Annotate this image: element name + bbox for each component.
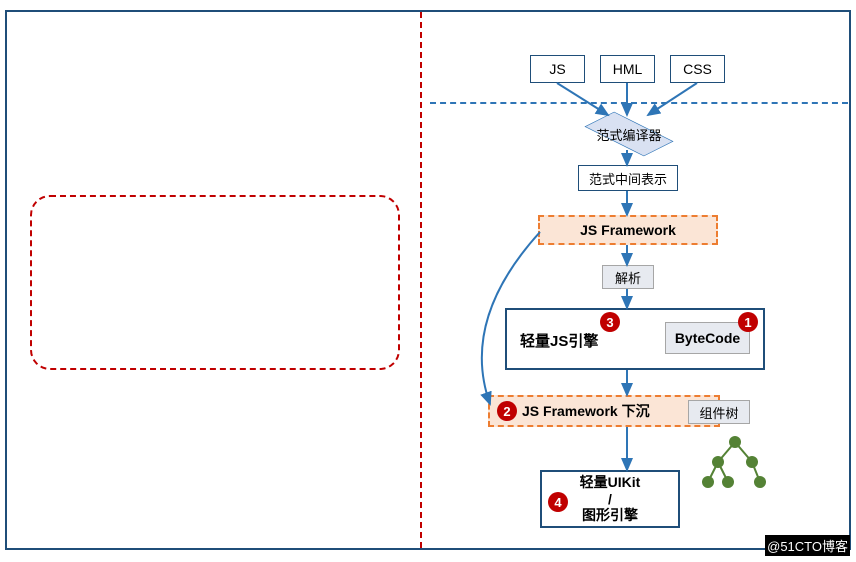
node-js: JS bbox=[530, 55, 585, 83]
node-component-tree: 组件树 bbox=[688, 400, 750, 424]
badge-3: 3 bbox=[600, 312, 620, 332]
badge-2: 2 bbox=[497, 401, 517, 421]
node-hml: HML bbox=[600, 55, 655, 83]
vertical-divider bbox=[420, 12, 422, 548]
node-bytecode: ByteCode bbox=[665, 322, 750, 354]
node-intermediate: 范式中间表示 bbox=[578, 165, 678, 191]
node-compiler: 范式编译器 bbox=[587, 113, 671, 155]
node-css: CSS bbox=[670, 55, 725, 83]
badge-1: 1 bbox=[738, 312, 758, 332]
node-parse: 解析 bbox=[602, 265, 654, 289]
node-engine-label: 轻量JS引擎 bbox=[520, 330, 598, 351]
node-jsfw-sink: JS Framework 下沉 bbox=[488, 395, 720, 427]
watermark: @51CTO博客 bbox=[765, 535, 850, 556]
node-js-framework: JS Framework bbox=[538, 215, 718, 245]
badge-4: 4 bbox=[548, 492, 568, 512]
horizontal-blue-dash bbox=[430, 102, 848, 104]
left-dashed-region bbox=[30, 195, 400, 370]
